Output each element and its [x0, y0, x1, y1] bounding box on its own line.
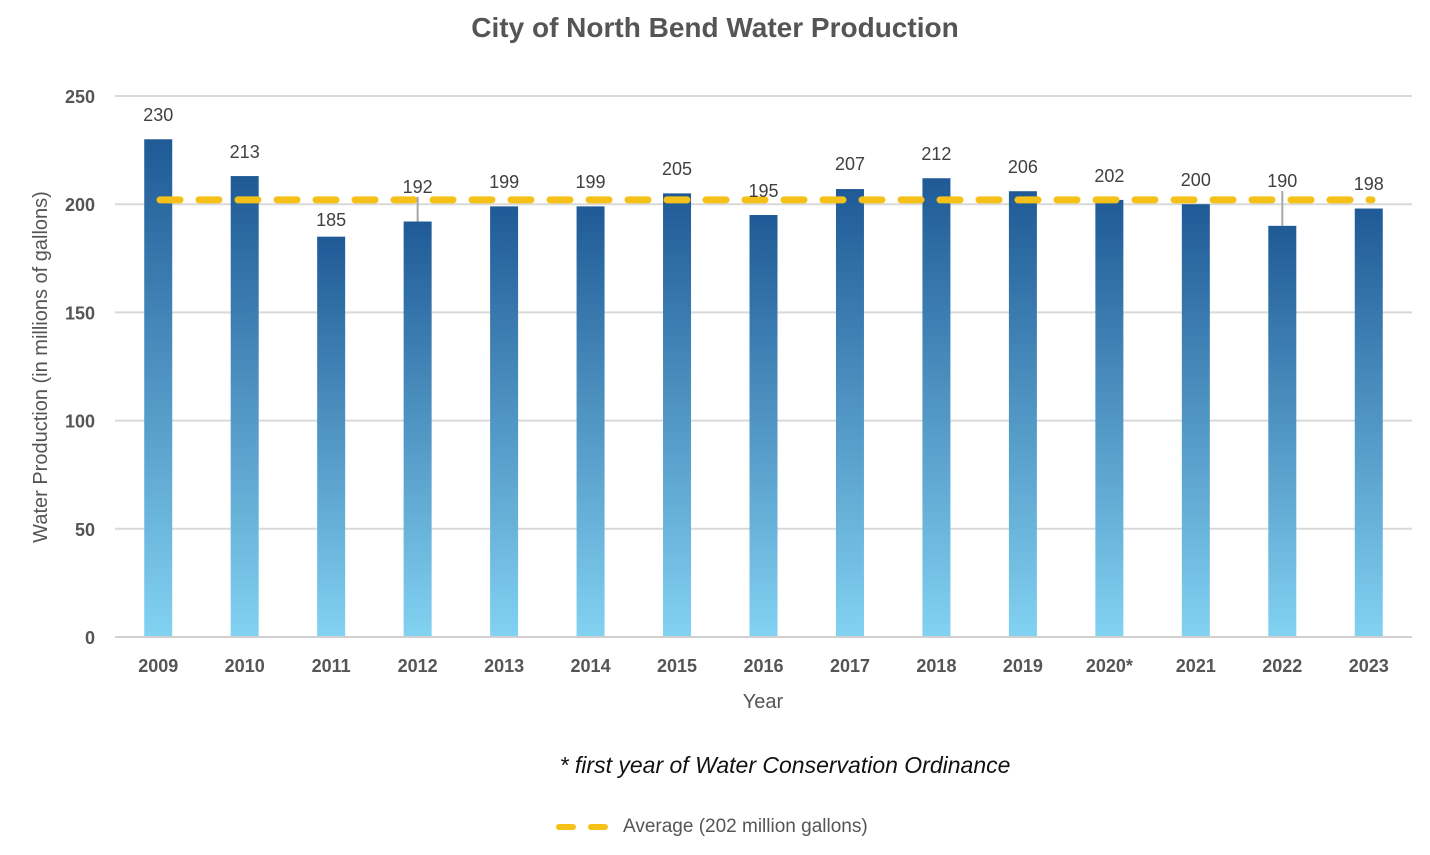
x-tick-label: 2014: [571, 656, 611, 676]
data-label: 192: [403, 177, 433, 197]
data-label: 212: [921, 144, 951, 164]
bar-2018: [922, 178, 951, 637]
data-label: 207: [835, 154, 865, 174]
x-axis-title: Year: [743, 691, 784, 713]
y-tick-label: 100: [65, 412, 95, 432]
x-tick-label: 2021: [1176, 656, 1216, 676]
x-tick-label: 2011: [312, 656, 351, 676]
bar-2023: [1354, 208, 1383, 637]
x-tick-label: 2017: [830, 656, 870, 676]
footnote: * first year of Water Conservation Ordin…: [559, 752, 1011, 778]
y-tick-label: 250: [65, 87, 95, 107]
x-tick-label: 2019: [1003, 656, 1043, 676]
bar-2010: [230, 176, 259, 637]
x-tick-label: 2018: [916, 656, 956, 676]
x-tick-label: 2013: [484, 656, 524, 676]
y-tick-label: 200: [65, 195, 95, 215]
bar-2015: [663, 193, 692, 637]
data-label: 205: [662, 159, 692, 179]
data-label: 199: [489, 172, 519, 192]
data-label: 195: [748, 181, 778, 201]
x-tick-label: 2023: [1349, 656, 1389, 676]
x-tick-label: 2020*: [1086, 656, 1133, 676]
x-tick-label: 2010: [225, 656, 265, 676]
data-label: 199: [576, 172, 606, 192]
bar-chart: 230 213 185 192 199 199 205 195 207 212 206 202 200 1…: [30, 87, 1412, 713]
y-tick-label: 0: [85, 628, 95, 648]
data-label: 206: [1008, 157, 1038, 177]
data-label: 230: [143, 105, 173, 125]
chart-title: City of North Bend Water Production: [471, 12, 959, 43]
bar-2009: [144, 139, 173, 637]
x-tick-label: 2022: [1262, 656, 1302, 676]
bar-2013: [490, 206, 519, 637]
bar-2020*: [1095, 199, 1124, 637]
y-axis-title: Water Production (in millions of gallons…: [30, 191, 52, 543]
legend-label: Average (202 million gallons): [623, 816, 868, 837]
data-label: 198: [1354, 174, 1384, 194]
bar-2021: [1181, 204, 1210, 637]
data-label: 190: [1267, 171, 1297, 191]
data-label: 200: [1181, 170, 1211, 190]
bar-2011: [317, 236, 346, 637]
legend: Average (202 million gallons): [555, 816, 868, 838]
y-tick-label: 150: [65, 303, 95, 323]
bar-2014: [576, 206, 605, 637]
x-tick-label: 2016: [743, 656, 783, 676]
bar-2016: [749, 215, 778, 637]
bar-2019: [1008, 191, 1037, 637]
x-tick-label: 2012: [398, 656, 438, 676]
bar-2022: [1268, 225, 1297, 637]
data-label: 202: [1094, 166, 1124, 186]
legend-dash-swatch: [556, 824, 615, 830]
x-tick-label: 2009: [138, 656, 178, 676]
y-tick-label: 50: [75, 520, 95, 540]
bar-2012: [403, 221, 432, 637]
bar-2017: [835, 189, 864, 637]
data-label: 213: [230, 142, 260, 162]
data-label: 185: [316, 210, 346, 230]
x-tick-label: 2015: [657, 656, 697, 676]
